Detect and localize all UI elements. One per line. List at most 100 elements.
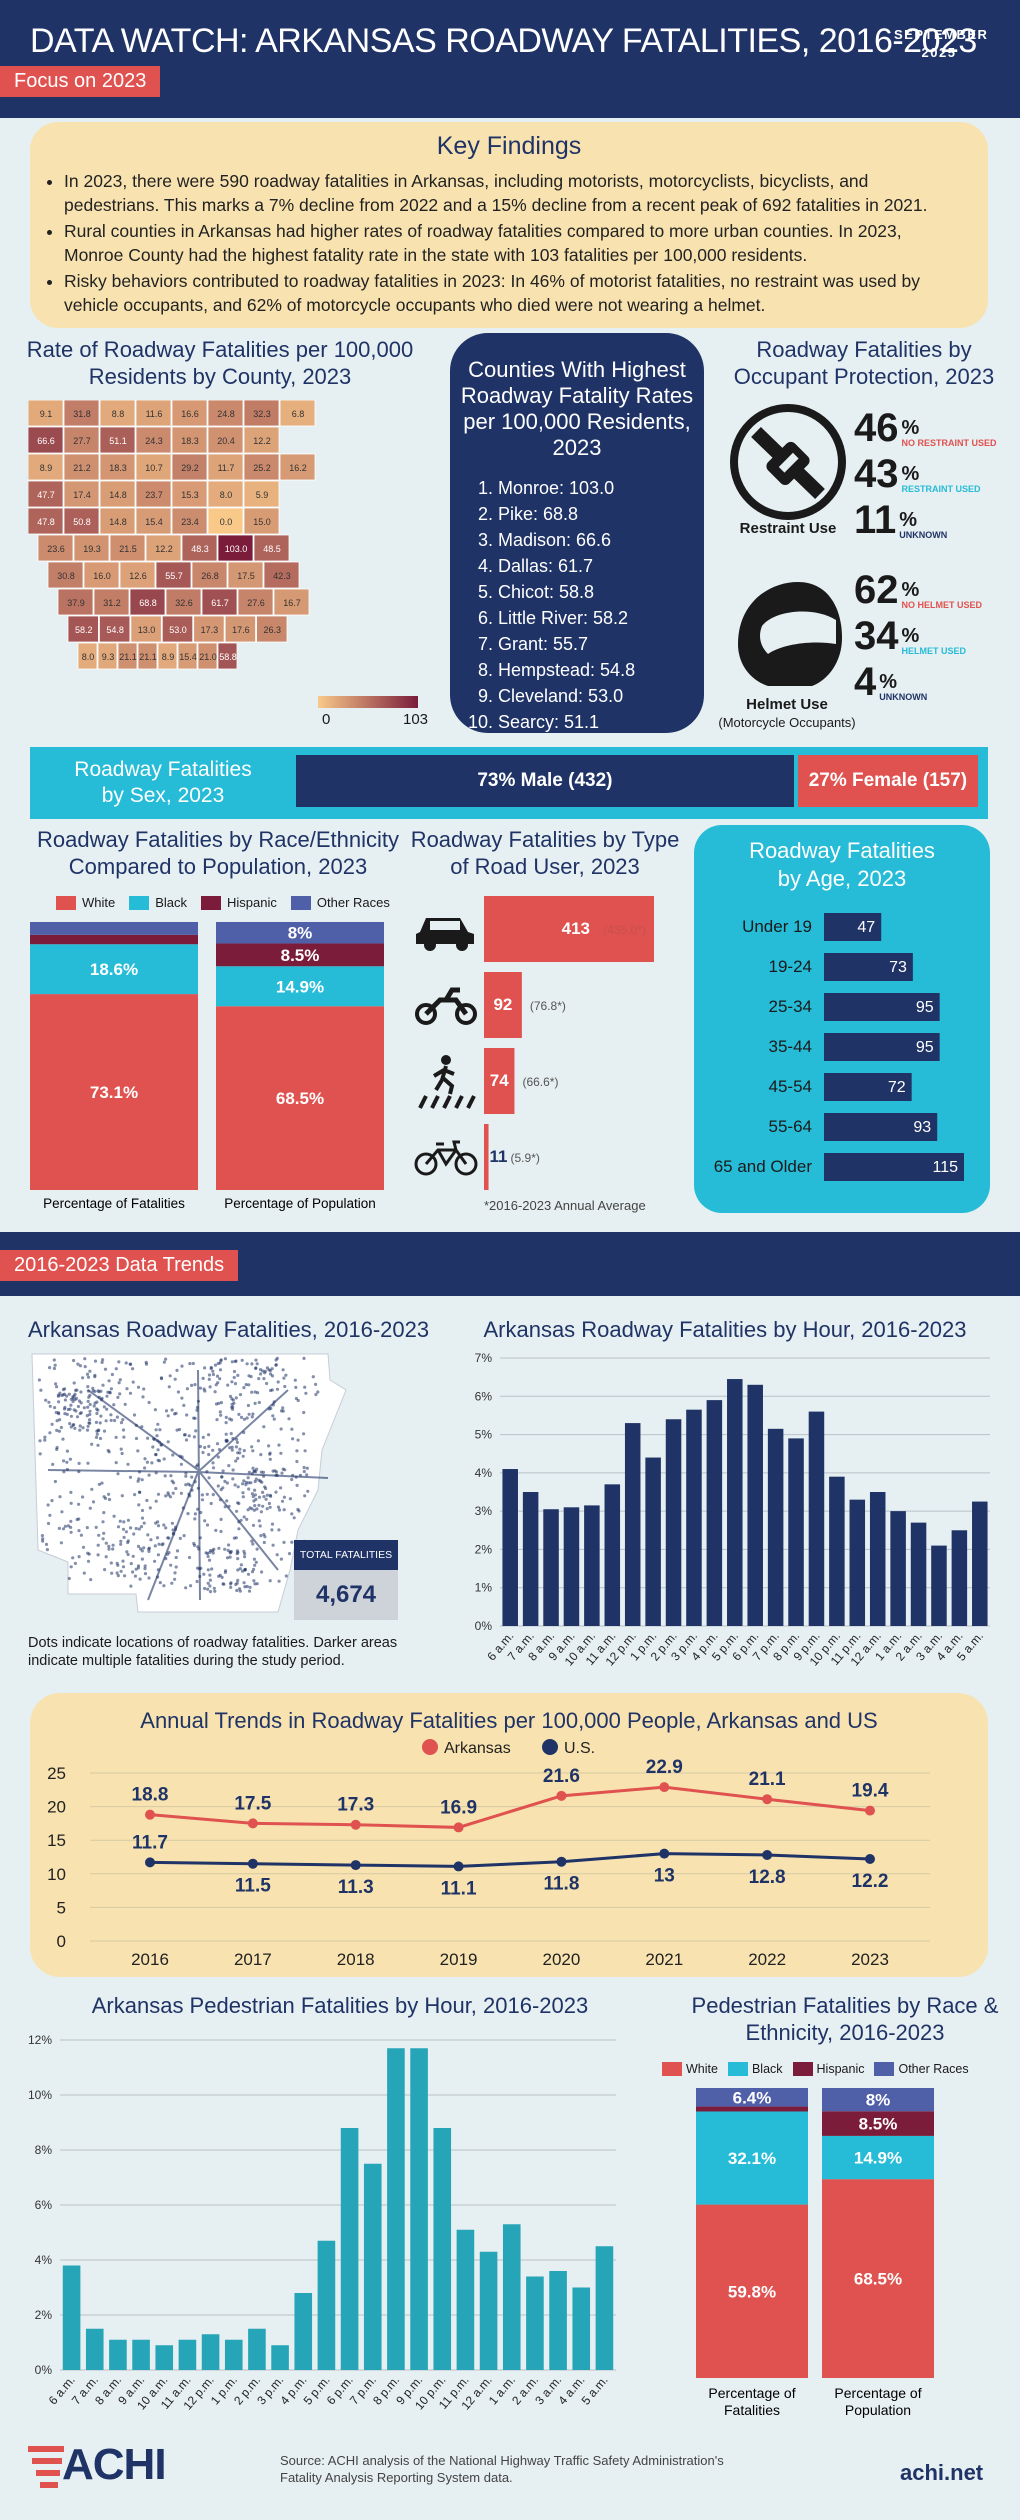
fatality-dot bbox=[238, 1447, 242, 1451]
fatality-dot bbox=[203, 1366, 207, 1370]
fatality-dot bbox=[295, 1449, 299, 1453]
fatality-dot bbox=[234, 1459, 238, 1463]
county-value-label: 24.8 bbox=[217, 409, 235, 419]
fatality-dot bbox=[107, 1450, 111, 1454]
fatality-dot bbox=[143, 1564, 147, 1568]
restraint-use-label: Restraint Use bbox=[739, 520, 837, 537]
county-cell bbox=[207, 507, 244, 535]
fatality-dot bbox=[59, 1425, 63, 1430]
segment-label: 14.9% bbox=[854, 2149, 902, 2168]
x-tick-label: 2018 bbox=[337, 1950, 375, 1969]
county-value-label: 0.0 bbox=[220, 517, 233, 527]
fatality-dot bbox=[37, 1378, 41, 1382]
fatality-dot bbox=[95, 1429, 99, 1433]
fatality-dot bbox=[250, 1507, 254, 1511]
fatality-dot bbox=[201, 1376, 205, 1380]
data-label: 16.9 bbox=[440, 1797, 477, 1818]
fatality-dot bbox=[118, 1519, 122, 1523]
county-value-label: 17.5 bbox=[237, 571, 255, 581]
fatality-dot bbox=[86, 1551, 90, 1555]
fatality-dot bbox=[97, 1482, 101, 1486]
fatality-dot bbox=[242, 1449, 246, 1453]
county-cell bbox=[129, 588, 166, 616]
bar bbox=[317, 2240, 336, 2370]
fatality-dot bbox=[239, 1518, 243, 1522]
road-user-value: 92 bbox=[493, 995, 512, 1014]
county-value-label: 30.8 bbox=[57, 571, 75, 581]
bar bbox=[543, 1509, 559, 1626]
key-findings-title: Key Findings bbox=[436, 132, 582, 160]
fatality-dot bbox=[81, 1426, 85, 1430]
stacked-segment bbox=[30, 934, 198, 945]
fatality-dot bbox=[279, 1486, 283, 1490]
achi-logo[interactable]: ACHI bbox=[28, 2440, 167, 2490]
fatality-dot bbox=[173, 1412, 177, 1416]
county-value-label: 47.7 bbox=[37, 490, 55, 500]
y-tick-label: 0% bbox=[475, 1619, 493, 1633]
fatality-dot bbox=[121, 1527, 126, 1531]
fatality-dot bbox=[231, 1468, 235, 1472]
bar bbox=[563, 1507, 580, 1626]
fatality-dot bbox=[100, 1360, 104, 1364]
age-bar-value: 115 bbox=[932, 1159, 958, 1176]
fatality-dot bbox=[57, 1526, 61, 1530]
fatality-dot bbox=[244, 1480, 248, 1484]
bar bbox=[248, 2328, 266, 2370]
fatality-dot bbox=[182, 1534, 186, 1538]
fatality-dot bbox=[225, 1556, 230, 1560]
fatality-dot bbox=[294, 1396, 298, 1401]
fatality-dot bbox=[116, 1395, 120, 1399]
fatality-dot bbox=[121, 1418, 125, 1422]
fatality-dot bbox=[203, 1586, 207, 1591]
fatality-dot bbox=[276, 1380, 280, 1384]
fatality-dot bbox=[258, 1524, 262, 1528]
bicycle-icon bbox=[414, 1140, 478, 1176]
bar bbox=[624, 1423, 641, 1626]
fatality-dot bbox=[91, 1389, 95, 1393]
fatality-dot bbox=[252, 1508, 256, 1512]
fatality-dot bbox=[242, 1515, 246, 1519]
protection-stat-row: 11% UNKNOWN bbox=[854, 500, 947, 540]
fatality-dot bbox=[270, 1528, 274, 1532]
fatality-dot bbox=[268, 1457, 272, 1461]
fatality-dot bbox=[257, 1519, 261, 1523]
fatality-dot bbox=[205, 1492, 209, 1496]
county-value-label: 61.7 bbox=[211, 598, 229, 608]
fatality-dot bbox=[170, 1521, 174, 1525]
road-user-bar bbox=[484, 896, 654, 962]
fatality-dot bbox=[65, 1449, 69, 1453]
county-value-label: 12.2 bbox=[253, 436, 271, 446]
x-tick-label: 2023 bbox=[851, 1950, 889, 1969]
fatality-dot bbox=[243, 1555, 247, 1559]
fatality-dot bbox=[305, 1473, 309, 1477]
fatality-dot bbox=[57, 1429, 61, 1433]
focus-tag: Focus on 2023 bbox=[0, 66, 161, 97]
fatality-dot bbox=[222, 1582, 226, 1586]
fatality-dot bbox=[295, 1459, 299, 1464]
fatality-dot bbox=[239, 1415, 244, 1419]
fatality-dot bbox=[282, 1540, 286, 1544]
fatality-dot bbox=[211, 1493, 215, 1497]
county-value-label: 21.1 bbox=[119, 652, 137, 662]
ped-race-title: Pedestrian Fatalities by Race & Ethnicit… bbox=[691, 1993, 999, 2045]
age-bar bbox=[824, 993, 940, 1021]
fatality-dot bbox=[54, 1382, 58, 1386]
county-value-label: 103.0 bbox=[225, 544, 248, 554]
county-value-label: 25.2 bbox=[253, 463, 271, 473]
fatality-dot bbox=[227, 1464, 231, 1468]
fatality-dot bbox=[123, 1402, 127, 1406]
protection-stat-unit: % bbox=[879, 671, 898, 693]
series-point bbox=[247, 1818, 258, 1829]
county-cell bbox=[137, 642, 158, 670]
county-cell bbox=[273, 588, 310, 616]
fatality-dot bbox=[168, 1374, 172, 1378]
fatality-dot bbox=[231, 1407, 235, 1411]
fatality-dot bbox=[162, 1523, 166, 1527]
fatality-dot bbox=[109, 1387, 113, 1391]
fatality-dot bbox=[207, 1444, 211, 1448]
achi-url-link[interactable]: achi.net bbox=[900, 2460, 984, 2485]
fatality-dot bbox=[44, 1398, 48, 1402]
key-finding-item: Rural counties in Arkansas had higher ra… bbox=[64, 219, 964, 267]
fatality-dot bbox=[279, 1557, 283, 1561]
county-value-label: 14.8 bbox=[109, 490, 127, 500]
